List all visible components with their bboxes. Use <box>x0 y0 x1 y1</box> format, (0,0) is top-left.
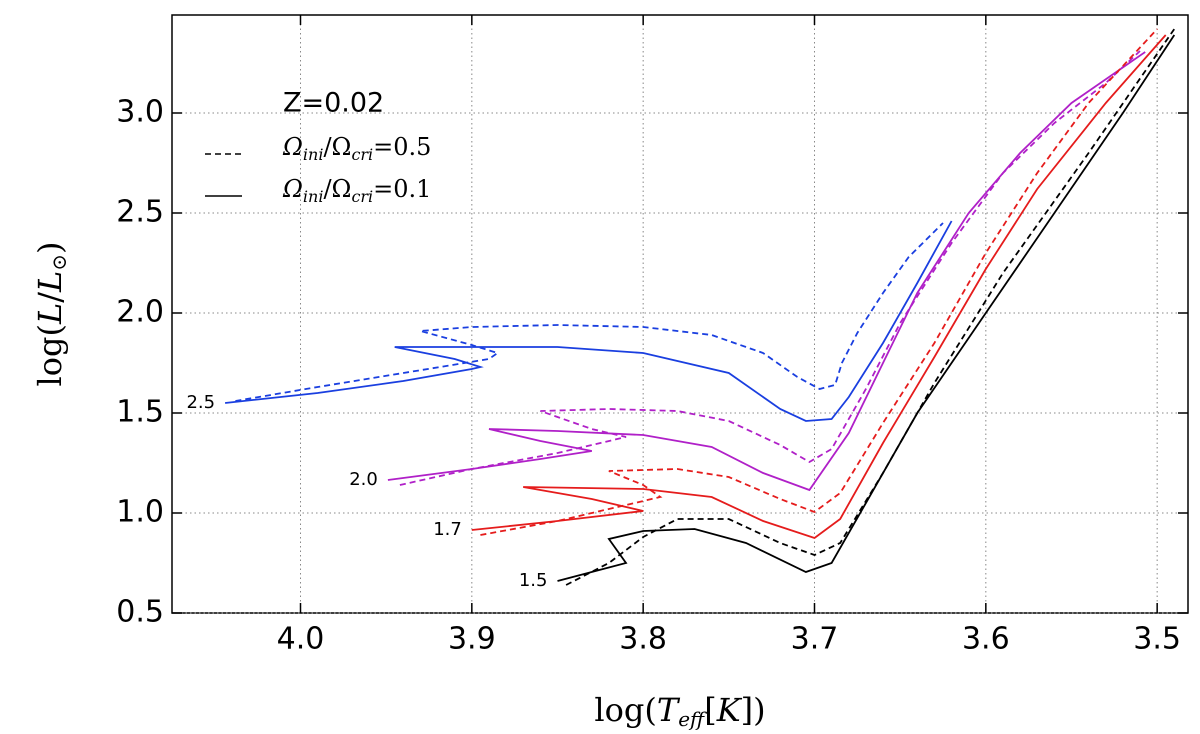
x-tick-label: 3.6 <box>962 622 1010 657</box>
legend-label-part: /Ω <box>323 175 351 203</box>
mass-label: 2.5 <box>186 392 215 413</box>
y-tick-label: 1.5 <box>116 395 164 430</box>
track-line <box>471 34 1167 540</box>
track-line <box>235 222 944 402</box>
grid <box>172 15 1188 614</box>
legend-label-part: cri <box>351 187 373 206</box>
x-label-part: eff <box>678 707 708 731</box>
x-tick-label: 3.9 <box>448 622 496 657</box>
legend-label-part: /Ω <box>323 133 351 161</box>
y-label-part: / <box>31 292 69 303</box>
y-label-part: L <box>31 271 69 293</box>
x-tick-label: 4.0 <box>277 622 325 657</box>
y-label-part: log( <box>31 324 69 386</box>
y-tick-label: 3.0 <box>116 95 164 130</box>
track-line <box>480 28 1158 536</box>
y-label-part: ⊙ <box>47 254 71 271</box>
x-axis-label: log(Teff[K]) <box>594 691 765 731</box>
legend-label-part: cri <box>351 145 373 164</box>
tracks: 2.5 2.0 1.7 1.5 <box>186 28 1176 591</box>
y-label-part: L <box>31 303 69 325</box>
y-label-part: ) <box>31 242 69 254</box>
y-tick-label: 2.0 <box>116 295 164 330</box>
track-line <box>557 34 1176 582</box>
x-tick-label: 3.7 <box>791 622 839 657</box>
y-tick-label: 1.0 <box>116 495 164 530</box>
legend-label: Ωini/Ωcri=0.1 <box>282 175 431 206</box>
legend-label-part: =0.1 <box>373 175 431 203</box>
x-label-part: ]) <box>741 691 766 729</box>
track-line <box>565 28 1176 586</box>
mass-label: 1.5 <box>519 570 548 591</box>
mass-label: 2.0 <box>349 469 378 490</box>
legend-title: Z=0.02 <box>283 88 384 119</box>
legend-label-part: Ω <box>282 175 303 203</box>
track-line <box>225 220 953 422</box>
y-tick-label: 0.5 <box>116 595 164 630</box>
x-tick-label: 3.8 <box>619 622 667 657</box>
mass-label: 1.7 <box>433 519 462 540</box>
x-tick-label: 3.5 <box>1133 622 1181 657</box>
legend-label-part: ini <box>303 145 324 164</box>
legend-label: Ωini/Ωcri=0.5 <box>282 133 431 164</box>
legend-label-part: ini <box>303 187 324 206</box>
y-tick-label: 2.5 <box>116 195 164 230</box>
x-label-part: T <box>657 691 681 729</box>
legend-label-part: =0.5 <box>373 133 431 161</box>
x-label-part: log( <box>594 691 656 729</box>
x-label-part: K <box>716 691 743 729</box>
y-axis-label: log(L/L⊙) <box>31 242 71 387</box>
x-label-part: [ <box>704 691 716 729</box>
track-line <box>387 51 1146 492</box>
legend-label-part: Ω <box>282 133 303 161</box>
ticks: 4.0 3.9 3.8 3.7 3.6 3.5 0.5 1.0 1.5 2.0 2.5 3.0 <box>116 15 1188 657</box>
